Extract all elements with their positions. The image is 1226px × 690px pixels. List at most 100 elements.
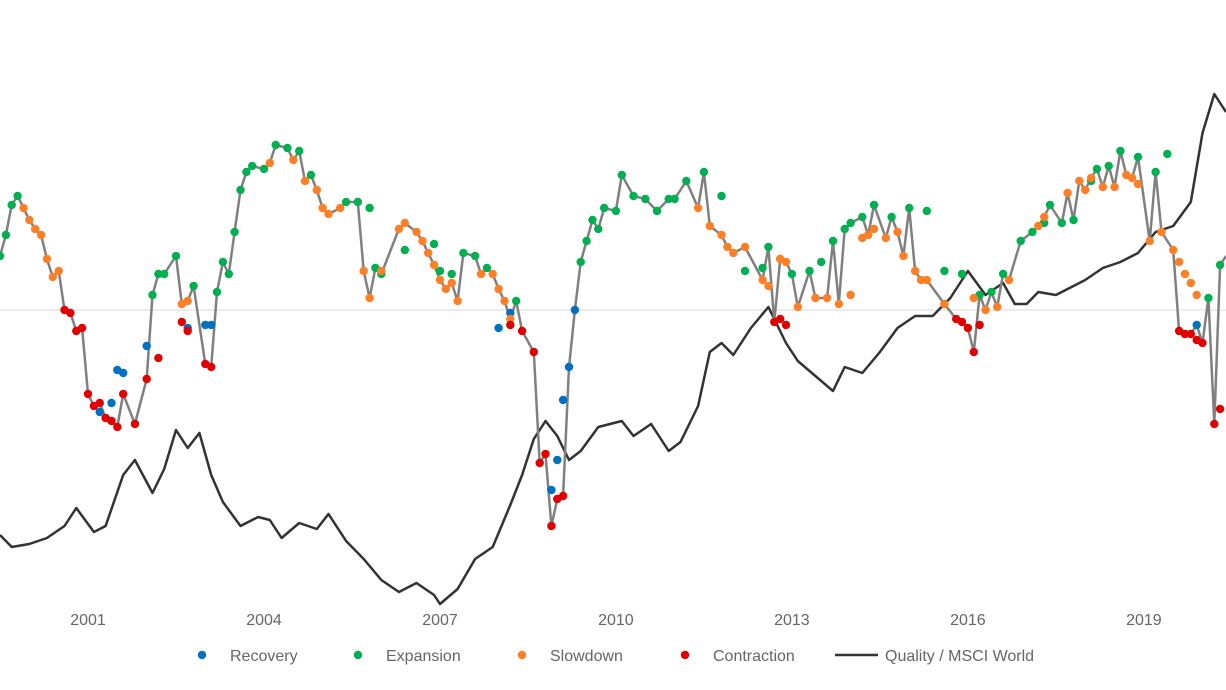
- data-point-expansion: [887, 212, 896, 222]
- data-point-expansion: [652, 206, 662, 216]
- legend-label-slowdown: Slowdown: [550, 648, 623, 665]
- data-point-slowdown: [1127, 173, 1137, 183]
- data-point-slowdown: [881, 233, 890, 243]
- data-point-expansion: [470, 251, 480, 261]
- data-point-slowdown: [740, 242, 750, 252]
- legend-marker-recovery: [197, 650, 207, 660]
- data-point-slowdown: [424, 248, 433, 258]
- series-line-quality-msci-world: [0, 92, 1226, 606]
- data-point-expansion: [283, 143, 292, 153]
- data-point-slowdown: [318, 203, 327, 213]
- legend-marker-contraction: [680, 650, 690, 660]
- data-point-expansion: [629, 191, 638, 201]
- legend-marker-slowdown: [517, 650, 527, 660]
- data-point-expansion: [447, 269, 456, 279]
- data-point-expansion: [805, 266, 814, 276]
- data-point-expansion: [154, 269, 163, 279]
- data-point-expansion: [576, 257, 585, 267]
- data-point-recovery: [564, 362, 574, 372]
- data-point-slowdown: [183, 296, 192, 306]
- data-point-recovery: [95, 407, 104, 417]
- data-point-recovery: [570, 305, 580, 315]
- data-point-recovery: [107, 398, 116, 408]
- data-point-slowdown: [864, 230, 873, 240]
- data-point-slowdown: [1110, 182, 1119, 192]
- data-point-slowdown: [1180, 269, 1190, 279]
- data-point-expansion: [1045, 200, 1055, 210]
- data-point-expansion: [858, 212, 867, 222]
- data-point-slowdown: [1133, 179, 1143, 189]
- data-point-slowdown: [476, 269, 486, 279]
- data-point-expansion: [341, 197, 351, 207]
- data-point-expansion: [271, 140, 280, 150]
- data-point-expansion: [1151, 167, 1160, 177]
- data-point-contraction: [506, 320, 515, 330]
- data-point-expansion: [218, 257, 228, 267]
- data-point-slowdown: [1174, 257, 1184, 267]
- data-point-expansion: [482, 263, 492, 273]
- data-point-slowdown: [365, 293, 374, 303]
- data-point-slowdown: [723, 242, 732, 252]
- data-point-slowdown: [1086, 173, 1096, 183]
- data-point-recovery: [494, 323, 503, 333]
- data-point-expansion: [459, 248, 468, 258]
- data-point-expansion: [617, 170, 626, 180]
- data-point-expansion: [905, 203, 914, 213]
- data-point-expansion: [171, 251, 181, 261]
- data-point-contraction: [558, 491, 568, 501]
- data-point-expansion: [940, 266, 949, 276]
- data-point-expansion: [400, 245, 409, 255]
- data-point-expansion: [740, 266, 750, 276]
- data-point-contraction: [177, 317, 186, 327]
- data-point-expansion: [295, 146, 304, 156]
- data-point-expansion: [306, 170, 316, 180]
- x-tick-label: 2010: [598, 612, 634, 629]
- data-point-slowdown: [42, 254, 52, 264]
- data-point-expansion: [1163, 149, 1172, 159]
- x-tick-label: 2016: [950, 612, 986, 629]
- data-point-slowdown: [1004, 275, 1014, 285]
- data-point-contraction: [1180, 329, 1190, 339]
- data-point-slowdown: [981, 305, 990, 315]
- data-point-recovery: [506, 308, 515, 318]
- data-point-contraction: [154, 353, 163, 363]
- data-point-expansion: [0, 251, 5, 261]
- data-point-slowdown: [1186, 278, 1196, 288]
- data-point-expansion: [1204, 293, 1213, 303]
- data-point-recovery: [119, 368, 128, 378]
- x-axis: 2001 2004 2007 2010 2013 2016 2019: [70, 612, 1162, 629]
- data-point-expansion: [699, 167, 709, 177]
- data-point-expansion: [682, 176, 691, 186]
- data-point-contraction: [77, 323, 87, 333]
- data-point-expansion: [611, 206, 621, 216]
- data-point-slowdown: [377, 266, 386, 276]
- data-point-slowdown: [435, 275, 445, 285]
- data-point-slowdown: [822, 293, 832, 303]
- data-point-expansion: [664, 194, 673, 204]
- data-point-recovery: [558, 395, 568, 405]
- data-point-slowdown: [265, 158, 274, 168]
- data-point-expansion: [1104, 161, 1113, 171]
- data-point-slowdown: [429, 260, 439, 270]
- data-point-slowdown: [441, 284, 450, 294]
- data-point-slowdown: [910, 266, 920, 276]
- data-point-slowdown: [54, 266, 63, 276]
- data-point-slowdown: [453, 296, 462, 306]
- data-point-slowdown: [781, 257, 791, 267]
- data-point-contraction: [1215, 404, 1225, 414]
- data-point-contraction: [95, 398, 104, 408]
- x-tick-label: 2013: [774, 612, 810, 629]
- data-point-slowdown: [793, 302, 802, 312]
- data-point-recovery: [142, 341, 151, 351]
- data-point-expansion: [670, 194, 679, 204]
- data-point-expansion: [600, 203, 609, 213]
- data-point-slowdown: [400, 218, 409, 228]
- legend-item-expansion: Expansion: [353, 648, 461, 665]
- series-slowdown: [19, 155, 1201, 324]
- data-point-slowdown: [447, 278, 456, 288]
- data-point-slowdown: [300, 176, 310, 186]
- data-point-slowdown: [764, 281, 773, 291]
- data-point-slowdown: [359, 266, 368, 276]
- data-point-recovery: [201, 320, 210, 330]
- data-point-expansion: [758, 263, 767, 273]
